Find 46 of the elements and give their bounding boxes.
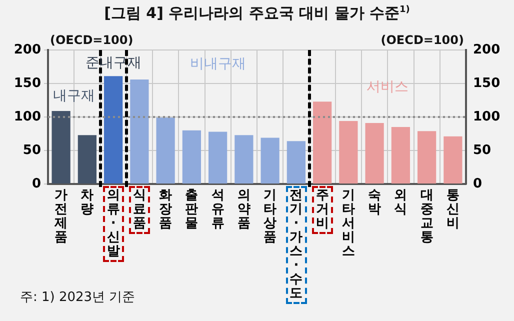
annotation: 준내구재	[85, 54, 142, 72]
bar	[444, 136, 462, 184]
bar	[234, 135, 254, 184]
bar	[208, 132, 228, 184]
x-tick-label: 기타서비스	[340, 188, 356, 259]
y2-tick-label: 150	[473, 76, 500, 91]
x-tick-label: 외식	[393, 188, 408, 217]
x-tick-label: 차량	[80, 188, 95, 217]
y-tick-label: 0	[32, 176, 41, 192]
bar	[286, 141, 306, 184]
y-tick-label: 100	[14, 109, 41, 124]
y2-tick-label: 100	[473, 109, 500, 124]
y2-tick-label: 200	[473, 42, 500, 58]
x-tick-label: 화장품	[158, 188, 174, 231]
bar	[52, 110, 70, 184]
x-tick-label: 석유류	[210, 188, 226, 231]
annotation: 내구재	[53, 86, 96, 105]
bar	[391, 127, 410, 184]
bar	[418, 131, 436, 184]
y2-tick-label: 0	[473, 176, 482, 192]
x-tick-label: 기타상품	[262, 188, 278, 245]
y-tick-label: 150	[14, 76, 41, 91]
bar	[78, 135, 96, 184]
bar	[313, 102, 332, 184]
bar	[182, 130, 201, 184]
x-tick-label: 의약품	[236, 188, 252, 231]
y2-axis-title: (OECD=100)	[380, 33, 464, 48]
bar	[260, 138, 280, 184]
x-tick-label: 숙박	[367, 188, 382, 217]
bar	[130, 79, 149, 184]
chart-title: [그림 4] 우리나라의 주요국 대비 물가 수준$^{1)}$	[103, 4, 411, 23]
annotation: 비내구재	[190, 55, 246, 74]
y-tick-label: 50	[22, 142, 41, 158]
bar	[365, 123, 384, 184]
x-tick-label: 가전제품	[54, 188, 69, 245]
y2-tick-label: 50	[473, 142, 492, 158]
y-axis-title: (OECD=100)	[50, 33, 134, 48]
bar	[156, 118, 175, 184]
annotation: 서비스	[366, 78, 409, 96]
bar	[339, 121, 358, 184]
text: 주: 1) 2023년 기준	[20, 289, 136, 306]
x-tick-label: 출판물	[184, 188, 200, 231]
x-tick-label: 통신비	[445, 188, 460, 231]
x-tick-label: 대중교통	[419, 188, 434, 245]
bar	[104, 76, 123, 184]
y-tick-label: 200	[14, 42, 41, 58]
